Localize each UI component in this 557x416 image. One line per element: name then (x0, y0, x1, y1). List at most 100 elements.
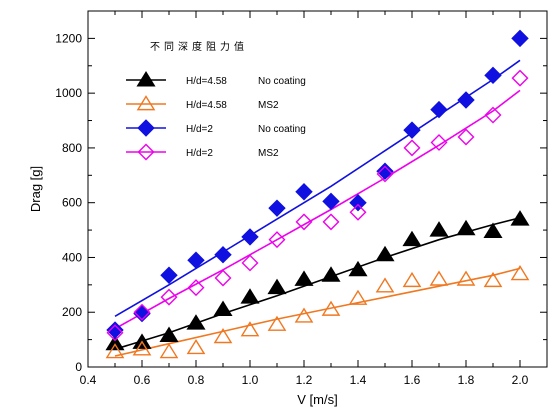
legend-label: H/d=4.58 (186, 76, 227, 87)
point-series-3 (484, 106, 502, 124)
legend: 不同深度阻力值 H/d=4.58 No coating H/d=4.58 MS2 H/d=… (126, 40, 306, 161)
point-series-0 (267, 278, 287, 295)
point-series-1 (294, 307, 314, 323)
legend-marker (136, 95, 156, 111)
point-series-0 (294, 270, 314, 286)
point-series-1 (132, 340, 152, 356)
x-tick-label: 2.0 (512, 373, 529, 387)
point-series-2 (430, 100, 448, 119)
x-tick-label: 1.0 (242, 373, 259, 387)
point-series-3 (349, 203, 367, 221)
legend-label: MS2 (258, 100, 279, 111)
point-series-2 (322, 192, 340, 211)
fit-lines (114, 59, 521, 357)
plot-frame (87, 10, 548, 368)
point-series-0 (429, 221, 449, 237)
y-tick-label: 1200 (55, 31, 82, 45)
point-series-2 (511, 29, 529, 48)
point-series-0 (159, 326, 179, 343)
point-series-3 (241, 254, 259, 272)
point-series-2 (403, 121, 421, 139)
point-series-3 (268, 231, 286, 249)
point-series-1 (267, 315, 287, 331)
y-tick-label: 800 (62, 141, 82, 155)
point-series-3 (160, 288, 178, 306)
point-series-1 (213, 328, 233, 344)
point-series-2 (484, 66, 502, 85)
point-series-2 (241, 228, 259, 246)
y-tick-label: 400 (62, 250, 82, 264)
point-series-3 (106, 324, 124, 342)
point-series-3 (295, 213, 313, 231)
legend-label: H/d=2 (186, 148, 213, 159)
point-series-3 (187, 279, 205, 297)
point-series-0 (483, 222, 503, 238)
point-series-1 (105, 343, 125, 359)
point-series-2 (349, 193, 367, 212)
point-series-0 (105, 334, 125, 351)
data-points (105, 29, 530, 359)
point-series-0 (321, 266, 341, 282)
point-series-0 (186, 314, 206, 330)
point-series-3 (376, 165, 394, 183)
point-series-2 (187, 251, 205, 269)
y-tick-label: 200 (62, 305, 82, 319)
point-series-0 (240, 288, 260, 304)
point-series-0 (402, 230, 422, 247)
point-series-2 (457, 91, 475, 109)
point-series-0 (510, 210, 530, 226)
point-series-3 (133, 303, 151, 321)
point-series-2 (214, 246, 232, 264)
point-series-3 (322, 213, 340, 231)
point-series-3 (214, 269, 232, 287)
point-series-1 (159, 343, 179, 359)
point-series-1 (456, 270, 476, 286)
point-series-1 (186, 338, 206, 355)
point-series-1 (348, 289, 368, 305)
point-series-2 (268, 199, 286, 217)
x-tick-label: 0.8 (188, 373, 205, 387)
y-tick-label: 0 (75, 360, 82, 374)
legend-label: No coating (258, 76, 306, 87)
point-series-1 (375, 277, 395, 293)
point-series-2 (106, 321, 124, 339)
x-axis-title: V [m/s] (297, 392, 337, 407)
legend-marker (136, 71, 156, 87)
y-axis-title: Drag [g] (28, 166, 43, 212)
point-series-1 (240, 321, 260, 337)
point-series-3 (511, 69, 529, 87)
legend-marker (137, 119, 155, 137)
point-series-3 (403, 139, 421, 157)
x-tick-label: 0.6 (134, 373, 151, 387)
legend-label: H/d=4.58 (186, 100, 227, 111)
point-series-2 (295, 183, 313, 201)
axes: 0.4 0.6 0.8 1.0 1.2 1.4 1.6 1.8 2.0 0 200 400 600 800… (28, 10, 548, 407)
x-tick-label: 1.8 (458, 373, 475, 387)
y-tick-label: 600 (62, 196, 82, 210)
fit-line-series-3 (114, 89, 521, 330)
fit-line-series-1 (114, 267, 521, 357)
point-series-2 (376, 162, 394, 180)
x-tick-label: 1.6 (404, 373, 421, 387)
legend-marker (137, 143, 155, 161)
point-series-1 (321, 300, 341, 316)
point-series-0 (348, 260, 368, 277)
point-series-1 (429, 270, 449, 286)
legend-label: H/d=2 (186, 124, 213, 135)
point-series-0 (213, 300, 233, 316)
legend-label: No coating (258, 124, 306, 135)
point-series-3 (457, 128, 475, 146)
legend-label: MS2 (258, 148, 279, 159)
point-series-0 (375, 245, 395, 262)
point-series-1 (402, 271, 422, 288)
point-series-2 (160, 266, 178, 284)
point-series-0 (456, 219, 476, 236)
x-tick-label: 1.2 (296, 373, 313, 387)
point-series-1 (510, 265, 530, 281)
x-tick-label: 1.4 (350, 373, 367, 387)
legend-title: 不同深度阻力值 (150, 40, 248, 53)
point-series-1 (483, 271, 503, 288)
fit-line-series-2 (114, 59, 521, 317)
